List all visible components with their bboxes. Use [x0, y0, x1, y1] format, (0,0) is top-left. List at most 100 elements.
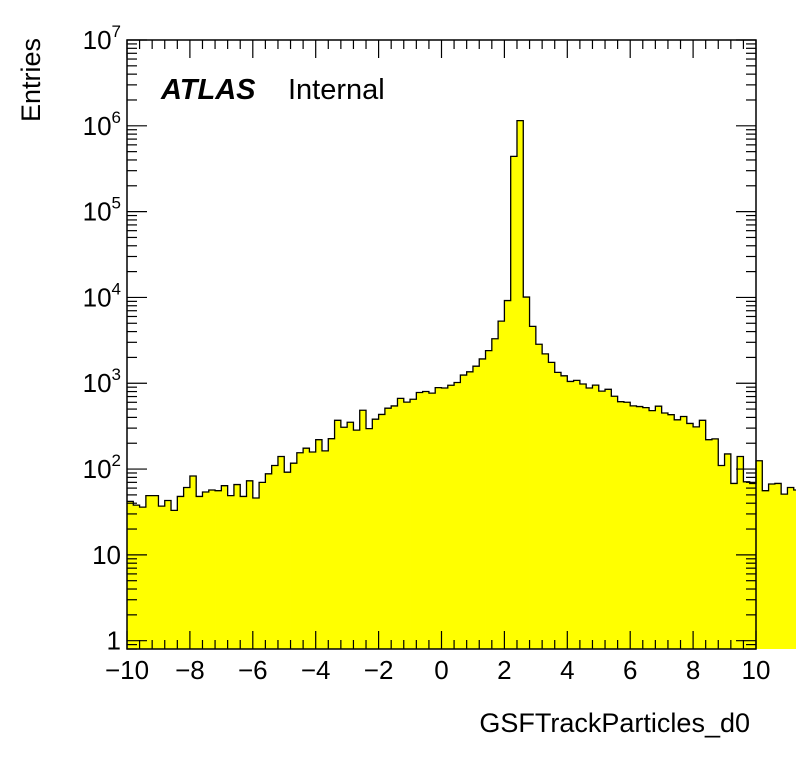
- histogram-bar: [259, 482, 266, 649]
- histogram-bar: [567, 381, 574, 649]
- histogram-bar: [164, 500, 172, 649]
- histogram-bar: [422, 391, 430, 649]
- x-tick-label: 4: [560, 655, 574, 685]
- histogram-bar: [743, 481, 751, 649]
- histogram-bar: [315, 439, 323, 649]
- y-tick-label: 103: [83, 365, 121, 398]
- histogram-bar: [196, 496, 203, 649]
- histogram-bar: [554, 372, 562, 649]
- histogram-bar: [347, 422, 354, 649]
- histogram-bar: [680, 416, 688, 649]
- histogram-bar: [246, 480, 254, 649]
- x-tick-label: 10: [742, 655, 771, 685]
- histogram-bar: [611, 396, 619, 649]
- histogram-bar: [378, 414, 386, 649]
- histogram-bar: [366, 428, 373, 649]
- x-tick-label: −8: [175, 655, 205, 685]
- histogram-bar: [171, 510, 178, 649]
- histogram-bar: [410, 399, 417, 649]
- x-tick-label: −2: [364, 655, 394, 685]
- histogram-bar: [227, 495, 235, 649]
- histogram-bar: [384, 408, 392, 649]
- x-tick-labels: −10 −8 −6 −4 −2 0 2 4 6 8 10: [105, 655, 771, 685]
- histogram-bar: [139, 507, 147, 649]
- histogram-bar: [724, 453, 732, 649]
- x-tick-label: 8: [686, 655, 700, 685]
- histogram-bar: [762, 490, 769, 649]
- histogram-bar: [787, 487, 795, 649]
- histogram-bar: [152, 495, 159, 649]
- histogram-bar: [265, 473, 273, 649]
- histogram-bar: [435, 387, 442, 649]
- histogram-bar: [303, 448, 310, 649]
- axis-ticks: [126, 39, 757, 650]
- histogram-bar: [793, 490, 796, 649]
- atlas-label: ATLAS: [160, 74, 256, 106]
- histogram-bar: [737, 456, 744, 649]
- x-tick-label: 6: [623, 655, 637, 685]
- histogram-bar: [221, 485, 229, 649]
- histogram-bar: [649, 410, 656, 649]
- histogram-bar: [328, 438, 335, 649]
- histogram-bar: [403, 402, 411, 649]
- histogram-bar: [774, 483, 782, 649]
- histogram-bar: [460, 375, 468, 649]
- histogram-bar: [202, 492, 210, 649]
- histogram-bar: [441, 388, 449, 649]
- histogram-bar: [529, 326, 537, 649]
- histogram-bar: [416, 392, 424, 649]
- histogram-bar: [479, 358, 486, 649]
- histogram-bar: [730, 483, 738, 649]
- histogram-bar: [661, 413, 669, 649]
- y-tick-label: 102: [83, 451, 121, 484]
- histogram-bar: [189, 476, 197, 649]
- histogram-bar: [642, 407, 650, 649]
- histogram-bar: [705, 439, 713, 649]
- histogram-bar: [523, 297, 530, 649]
- histogram-bar: [447, 385, 455, 649]
- histogram-bar: [510, 156, 518, 650]
- y-tick-label: 105: [83, 194, 121, 227]
- histogram-bar: [353, 430, 361, 649]
- histogram-bar: [133, 505, 140, 649]
- y-tick-label: 106: [83, 108, 121, 141]
- histogram-bar: [397, 398, 405, 649]
- histogram-bar: [158, 506, 166, 649]
- histogram-bar: [372, 419, 379, 649]
- histogram-bar: [252, 497, 260, 649]
- histogram-bar: [454, 382, 461, 649]
- histogram-bar: [240, 496, 247, 649]
- histogram-bars: [127, 120, 796, 650]
- histogram-bar: [296, 452, 304, 649]
- histogram-bar: [177, 496, 185, 649]
- y-tick-labels: 1 10 102 103 104 105 106 107: [83, 22, 121, 656]
- histogram-bar: [623, 402, 631, 649]
- histogram-bar: [718, 465, 725, 649]
- internal-label: Internal: [288, 74, 385, 106]
- histogram-bar: [516, 120, 524, 649]
- histogram-bar: [491, 338, 499, 649]
- histogram-bar: [655, 406, 663, 649]
- histogram-bar: [359, 410, 367, 649]
- histogram-bar: [127, 501, 134, 649]
- y-tick-label: 107: [83, 22, 121, 55]
- x-tick-label: 0: [434, 655, 448, 685]
- histogram-bar: [711, 438, 719, 649]
- histogram-bar: [277, 456, 285, 649]
- histogram-bar: [781, 494, 788, 649]
- histogram-bar: [233, 484, 241, 649]
- histogram-bar: [340, 427, 348, 649]
- histogram-bar: [428, 393, 436, 649]
- histogram-bar: [598, 391, 606, 649]
- histogram-bar: [334, 420, 342, 649]
- histogram-bar: [183, 487, 191, 649]
- y-tick-label: 104: [83, 279, 121, 312]
- histogram-bar: [145, 495, 153, 649]
- histogram-bar: [215, 490, 222, 649]
- histogram-bar: [504, 300, 512, 649]
- histogram-bar: [472, 366, 480, 649]
- histogram-bar: [686, 423, 694, 649]
- histogram-bar: [579, 384, 587, 649]
- histogram-bar: [674, 419, 681, 649]
